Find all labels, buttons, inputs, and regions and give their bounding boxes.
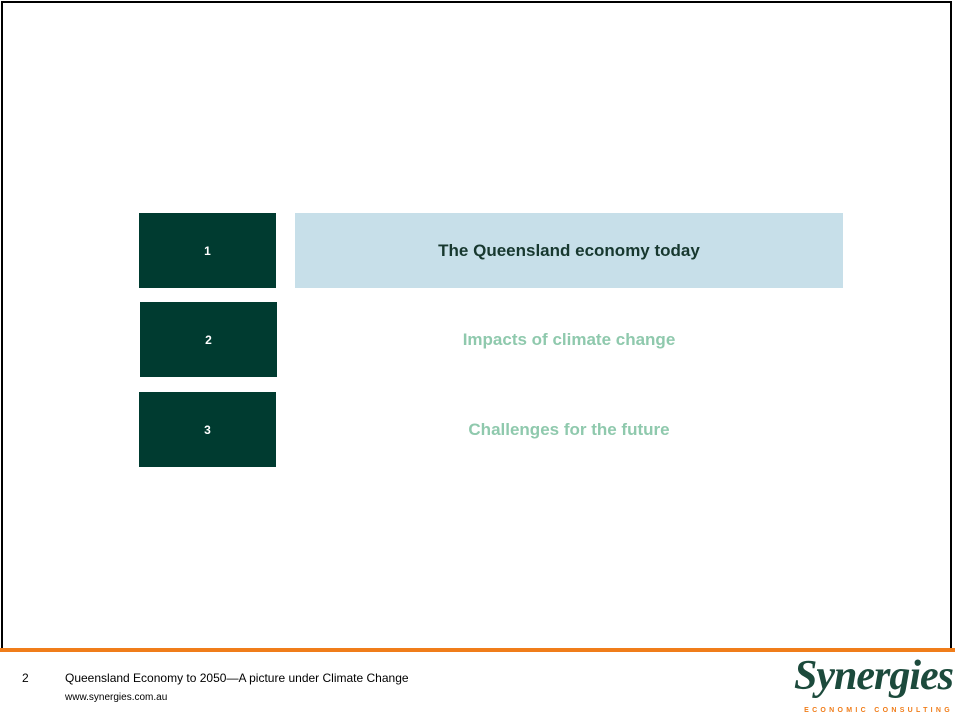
agenda-title: Challenges for the future [468, 419, 670, 439]
agenda-number: 2 [140, 302, 277, 377]
agenda-title: The Queensland economy today [295, 213, 843, 288]
footer-url: www.synergies.com.au [65, 692, 168, 703]
logo: Synergies [794, 653, 954, 699]
frame [1, 1, 952, 651]
logo-tagline: ECONOMIC CONSULTING [804, 707, 953, 714]
agenda-number: 1 [139, 213, 276, 288]
agenda-title: Impacts of climate change [462, 329, 676, 349]
page-number: 2 [22, 671, 29, 685]
footer-rule [0, 648, 955, 652]
footer-title: Queensland Economy to 2050—A picture und… [65, 671, 409, 685]
agenda-number: 3 [139, 392, 276, 467]
